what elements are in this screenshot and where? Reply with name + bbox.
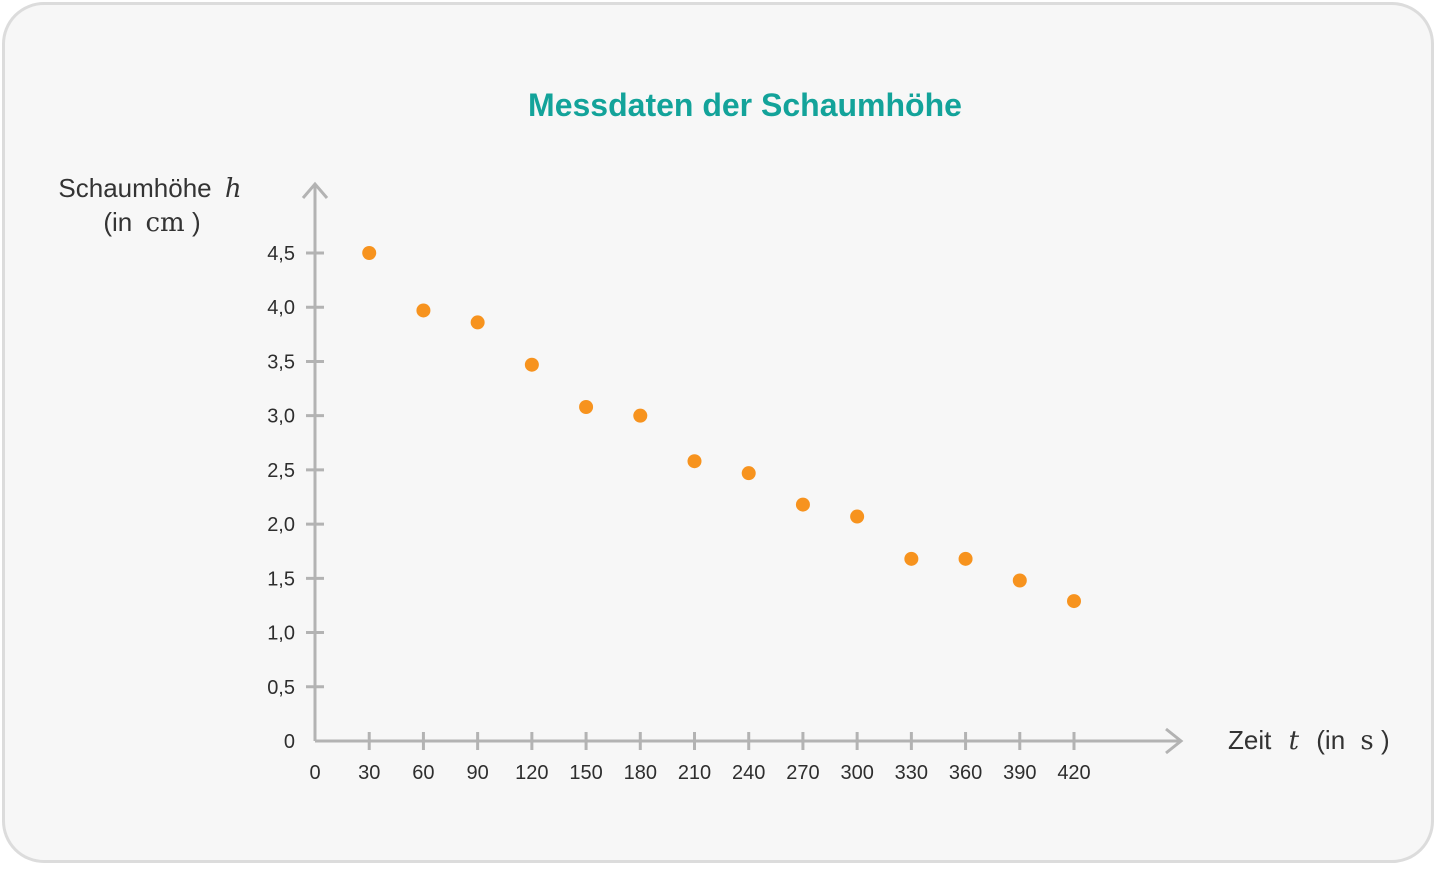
x-axis-symbol: t (1289, 726, 1300, 756)
y-axis-unit-close: ) (192, 207, 201, 237)
x-tick-label: 150 (569, 762, 602, 784)
data-point (795, 497, 810, 512)
x-tick-label: 90 (467, 762, 489, 784)
x-tick-label: 420 (1057, 762, 1090, 784)
data-point (958, 551, 973, 566)
axes (301, 181, 1184, 755)
data-point (524, 357, 539, 372)
y-tick-label: 2,0 (267, 514, 295, 536)
y-axis-unit-label: (in cm ) (103, 207, 200, 238)
y-tick-label: 2,5 (267, 460, 295, 482)
x-tick-label: 120 (515, 762, 548, 784)
y-tick-label: 0,5 (267, 677, 295, 699)
x-axis-arrow-icon (1165, 727, 1184, 755)
x-axis-label: Zeit t (in s ) (1228, 725, 1390, 756)
x-tick-label: 270 (786, 762, 819, 784)
data-point (741, 466, 756, 481)
data-point (470, 315, 485, 330)
data-point (1012, 573, 1027, 588)
data-point (416, 303, 431, 318)
data-point (904, 551, 919, 566)
x-axis-label-text: Zeit (1228, 725, 1272, 755)
y-axis-label-text: Schaumhöhe (58, 173, 211, 203)
x-tick-label: 0 (309, 762, 320, 784)
x-axis-unit: s (1360, 726, 1373, 756)
data-point (687, 454, 702, 469)
y-axis-arrow-icon (301, 181, 329, 199)
data-point (850, 509, 865, 524)
x-tick-label: 240 (732, 762, 765, 784)
y-tick-label: 4,0 (267, 297, 295, 319)
x-tick-label: 330 (895, 762, 928, 784)
x-tick-label: 300 (840, 762, 873, 784)
chart-title: Messdaten der Schaumhöhe (528, 87, 962, 123)
x-tick-label: 60 (412, 762, 434, 784)
data-points (362, 246, 1081, 609)
x-tick-label: 180 (624, 762, 657, 784)
y-axis-symbol: h (225, 174, 242, 204)
data-point (633, 408, 648, 423)
y-axis-unit-open: (in (103, 207, 132, 237)
x-tick-label: 210 (678, 762, 711, 784)
y-tick-label: 0 (284, 731, 295, 753)
data-point (579, 399, 594, 414)
y-tick-label: 3,0 (267, 406, 295, 428)
y-tick-label: 4,5 (267, 243, 295, 265)
y-tick-label: 1,5 (267, 568, 295, 590)
y-axis-unit: cm (146, 208, 185, 238)
y-tick-label: 1,0 (267, 623, 295, 645)
x-ticks: 0 30 60 90 120 150 180 210 240 270 300 330 360 390 420 (309, 732, 1091, 784)
x-tick-label: 390 (1003, 762, 1036, 784)
x-tick-label: 360 (949, 762, 982, 784)
y-ticks: 0 0,5 1,0 1,5 2,0 2,5 3,0 3,5 4,0 4,5 (267, 243, 324, 753)
data-point (362, 246, 377, 260)
y-axis-label: Schaumhöhe h (58, 173, 241, 204)
y-tick-label: 3,5 (267, 351, 295, 373)
data-point (1067, 594, 1081, 609)
x-axis-unit-close: ) (1381, 725, 1390, 755)
x-tick-label: 30 (358, 762, 380, 784)
x-axis-unit-open: (in (1316, 725, 1345, 755)
